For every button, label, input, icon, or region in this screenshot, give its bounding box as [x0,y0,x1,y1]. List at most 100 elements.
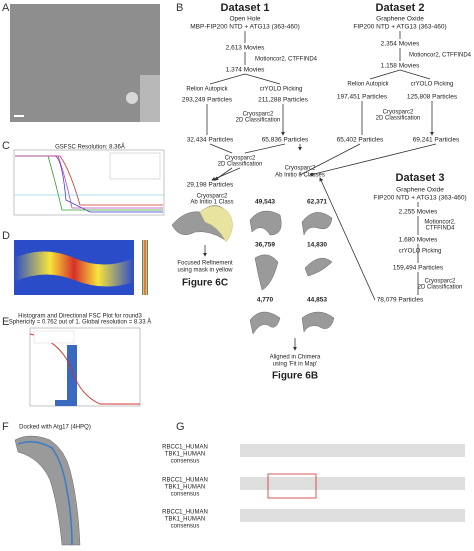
step: Ab Initio 1 Class [190,200,233,206]
grid-type: Open Hole [229,16,260,23]
fsc-curve [15,155,163,206]
class-map [304,257,333,277]
count: 29,198 Particles [187,182,234,189]
count: 197,451 Particles [337,94,388,101]
class-map [254,254,279,291]
step: Motioncor2, [424,220,456,226]
step: 2D Classification [218,162,263,168]
legend-box [33,330,75,344]
seq-name: RBCC1_HUMAN [162,445,208,451]
step: Cryosparc2 [243,112,274,118]
count: 1,374 Movies [226,67,265,74]
dataset-1: Dataset 1 Open Hole MBP-FIP200 NTD + ATG… [182,2,318,144]
class-count: 14,830 [307,242,327,249]
count: 78,079 Particles [377,297,424,304]
count: 2,255 Movies [399,209,438,216]
seq-name: TBK1_HUMAN [165,452,205,458]
sequence-alignment: RBCC1_HUMAN TBK1_HUMAN consensus RBCC1_H… [162,444,465,530]
dataset-title: Dataset 2 [376,2,425,14]
count: 2,354 Movies [381,41,420,48]
class-count: 4,770 [257,297,274,304]
step: crYOLO Picking [260,87,303,93]
fsc-plot: GSFSC Resolution: 8.36Å [13,144,165,216]
sample: FIP200 NTD + ATG13 (363-460) [353,24,446,31]
panel-label: F [2,421,9,433]
fsc-curve [15,155,163,209]
count: 293,249 Particles [182,97,233,104]
dfsc-plot: Histogram and Directional FSC Plot for r… [9,314,151,407]
highlight-box [267,473,317,499]
seq-name: consensus [171,492,200,498]
count: 125,808 Particles [407,94,458,101]
sequence-block [240,477,465,490]
atg17-model [17,441,73,546]
sequence-block [240,509,465,522]
legend-box [109,152,161,180]
plot-subtitle: Sphericity = 0.762 out of 1. Global reso… [9,319,151,326]
dataset-2: Dataset 2 Graphene Oxide FIP200 NTD + AT… [337,2,472,144]
class-map [249,311,281,335]
grid-type: Graphene Oxide [376,16,424,23]
step: Ab Initio 6 Classes [275,173,325,179]
dataset-3: Dataset 3 Graphene Oxide FIP200 NTD + AT… [320,172,467,304]
step: Cryosparc2 [383,110,414,116]
step: Motioncor2, CTFFIND4 [255,57,318,63]
dataset-title: Dataset 3 [396,172,445,184]
step: Cryosparc2 [285,166,316,172]
count: 211,288 Particles [258,97,308,104]
class-count: 44,853 [307,297,327,304]
panel-label: G [176,421,185,433]
count: 69,241 Particles [413,137,460,144]
count: 1,158 Movies [381,63,420,70]
sample: FIP200 NTD + ATG13 (363-460) [373,195,466,202]
histogram-bar [67,345,77,406]
figure-ref: Figure 6C [182,278,228,289]
histogram-bar [55,400,67,406]
step: 2D Classification [236,118,281,124]
panel-label: C [2,140,10,152]
merge: Cryosparc2 2D Classification 29,198 Part… [171,143,437,382]
step: Aligned in Chimera [270,355,321,361]
sequence-block [240,444,465,457]
arrow [361,31,432,135]
panel-label: D [2,230,10,242]
panel-title: Docked with Atg17 (4HPQ) [19,425,91,431]
class-map [301,212,333,236]
step: crYOLO Picking [399,249,442,255]
class-count: 62,371 [307,199,327,206]
step: Relion Autopick [347,82,389,88]
count: 65,402 Particles [337,137,384,144]
seq-name: RBCC1_HUMAN [162,510,208,516]
class-count: 36,759 [255,242,275,249]
step: 2D Classification [418,285,463,291]
class-map [301,311,335,333]
arrow [211,167,241,181]
seq-name: TBK1_HUMAN [165,517,205,523]
step: Cryosparc2 [425,279,456,285]
arrow [214,167,233,181]
seq-name: consensus [171,459,200,465]
colorbar [142,240,148,295]
micrograph [10,4,160,122]
arrow [320,178,419,301]
step: crYOLO Picking [411,82,454,88]
step: Relion Autopick [186,87,228,93]
mask [199,205,233,243]
plot-title: Histogram and Directional FSC Plot for r… [18,314,142,320]
step: Motioncor2, CTFFIND4 [409,53,472,59]
plot-title: GSFSC Resolution: 8.36Å [55,144,125,151]
step: Cryosparc2 [225,156,256,162]
step: Cryosparc2 [197,194,228,200]
seq-name: RBCC1_HUMAN [162,478,208,484]
class-map [249,210,282,236]
panel-label: B [176,2,183,14]
count: 159,494 Particles [393,265,444,272]
scale-bar [14,115,24,117]
panel-label: E [2,316,9,328]
count: 65,836 Particles [262,137,309,144]
figure-ref: Figure 6B [272,371,318,382]
seq-name: consensus [171,524,200,530]
step: CTFFIND4 [426,226,456,232]
count: 32,434 Particles [187,137,234,144]
